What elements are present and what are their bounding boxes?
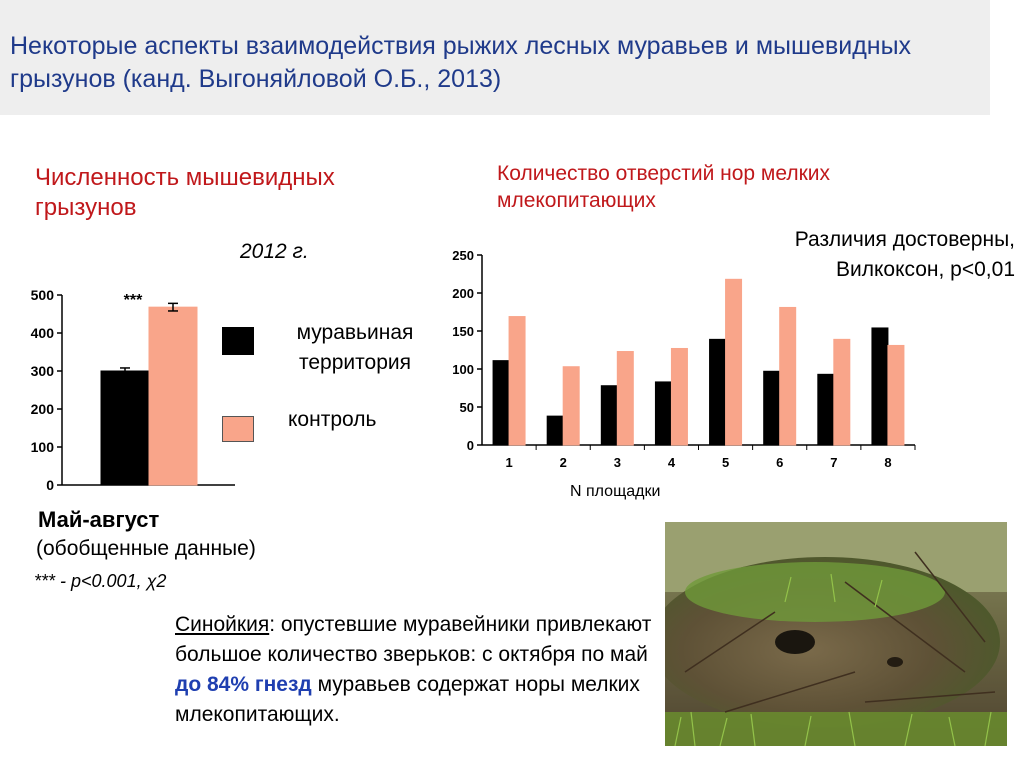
legend-label-control: контроль [288, 408, 377, 431]
bar-control-6 [779, 306, 797, 446]
y-tick-label: 200 [31, 401, 55, 417]
bar-control-8 [887, 344, 905, 446]
term-synoikia: Синойкия [175, 613, 270, 636]
burrow-holes-chart: 0 50 100 150 200 250 1 2 3 4 5 6 7 8 [452, 248, 916, 470]
y-tick-label: 50 [460, 400, 474, 415]
y-tick-label: 300 [31, 363, 55, 379]
bar-control-1 [508, 316, 526, 446]
bar-control-2 [562, 366, 580, 446]
body-text-part1: : опустевшие муравейники привлекают боль… [175, 613, 652, 666]
legend-swatch-control [222, 416, 254, 442]
period-label: Май-август [38, 507, 160, 532]
bar-ant-6 [763, 370, 781, 446]
bar-control-5 [725, 278, 743, 446]
body-text-part2: муравьев содержат норы мелких млекопитаю… [175, 673, 640, 726]
bar-control-7 [833, 338, 851, 446]
slide-title: Некоторые аспекты взаимодействия рыжих л… [10, 32, 912, 93]
bar-ant-4 [654, 381, 672, 446]
x-tick-label: 1 [505, 455, 512, 470]
bar-ant-1 [492, 360, 510, 446]
y-tick-label: 100 [452, 362, 474, 377]
synoikia-text: Синойкия: опустевшие муравейники привлек… [175, 610, 655, 730]
y-tick-label: 150 [452, 324, 474, 339]
legend-label-ant: муравьиная территория [296, 321, 414, 374]
bar-ant-8 [871, 327, 889, 446]
period-sublabel: (обобщенные данные) [36, 537, 256, 560]
highlight-84-percent: до 84% гнезд [175, 673, 312, 696]
right-chart-heading: Количество отверстий нор мелких млекопит… [497, 162, 831, 212]
significance-note: Различия достоверны, Вилкоксон, p<0,01 [794, 228, 1015, 281]
anthill-photo [665, 522, 1007, 746]
statistics-note: *** - p<0.001, χ2 [34, 571, 167, 591]
x-axis-label: N площадки [570, 483, 661, 500]
legend-swatch-ant [222, 327, 254, 355]
significance-mark: *** [124, 292, 143, 309]
y-tick-label: 200 [452, 286, 474, 301]
bar-ant-7 [817, 373, 835, 446]
left-chart-heading: Численность мышевидных грызунов [35, 164, 335, 221]
bar-control-3 [616, 351, 634, 446]
x-tick-label: 5 [722, 455, 729, 470]
bar-ant-3 [600, 385, 618, 446]
bar-control-4 [670, 347, 688, 446]
rodent-count-chart: 0 100 200 300 400 500 *** [31, 287, 235, 493]
y-tick-label: 0 [46, 477, 54, 493]
x-tick-label: 2 [560, 455, 567, 470]
y-tick-label: 400 [31, 325, 55, 341]
bar-ant-2 [546, 415, 564, 446]
x-tick-label: 4 [668, 455, 676, 470]
x-tick-label: 7 [830, 455, 837, 470]
bar-control [148, 306, 198, 486]
bar-ant [100, 370, 150, 486]
bar-ant-5 [709, 338, 727, 446]
title-banner [0, 0, 990, 115]
y-tick-label: 500 [31, 287, 55, 303]
x-tick-label: 3 [614, 455, 621, 470]
y-tick-label: 100 [31, 439, 55, 455]
y-tick-label: 250 [452, 248, 474, 263]
year-label: 2012 г. [240, 240, 309, 263]
x-tick-label: 6 [776, 455, 783, 470]
y-tick-label: 0 [467, 438, 474, 453]
x-tick-label: 8 [884, 455, 891, 470]
